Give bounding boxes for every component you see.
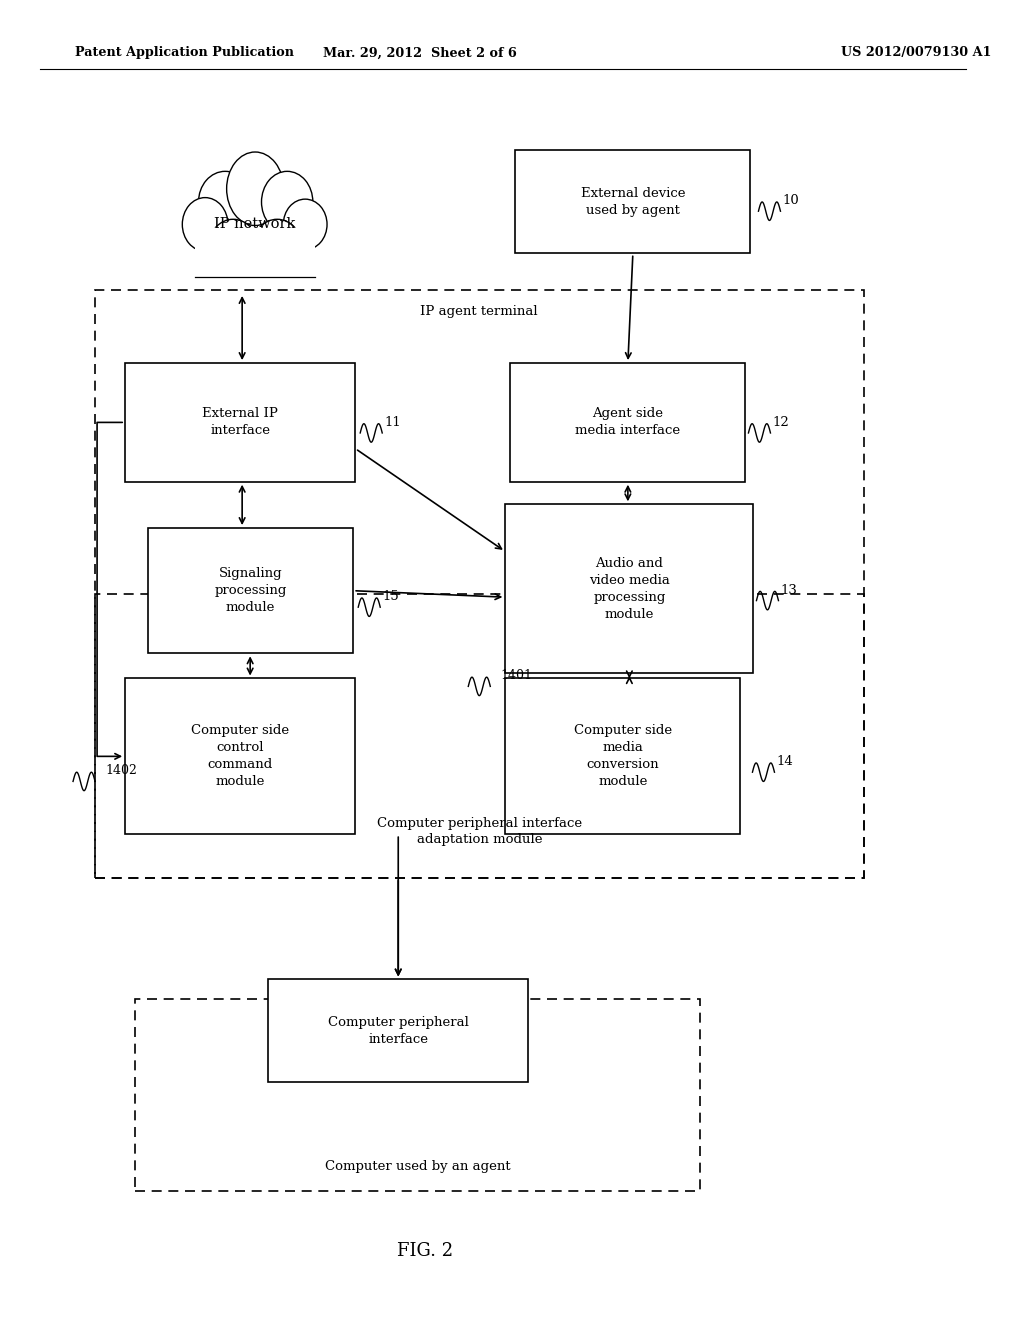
Ellipse shape — [182, 198, 228, 251]
Text: Computer peripheral interface
adaptation module: Computer peripheral interface adaptation… — [377, 817, 582, 846]
Ellipse shape — [199, 172, 252, 232]
Text: 1402: 1402 — [105, 764, 137, 777]
Text: Patent Application Publication: Patent Application Publication — [75, 46, 294, 59]
Ellipse shape — [209, 219, 258, 275]
Text: Mar. 29, 2012  Sheet 2 of 6: Mar. 29, 2012 Sheet 2 of 6 — [324, 46, 517, 59]
Text: 14: 14 — [776, 755, 794, 768]
Bar — [268, 979, 528, 1082]
Text: Audio and
video media
processing
module: Audio and video media processing module — [589, 557, 670, 620]
Bar — [515, 150, 751, 253]
Text: 15: 15 — [382, 590, 399, 603]
Bar — [505, 504, 754, 673]
Text: US 2012/0079130 A1: US 2012/0079130 A1 — [841, 46, 991, 59]
Bar — [505, 678, 740, 834]
Text: Computer side
media
conversion
module: Computer side media conversion module — [573, 725, 672, 788]
Bar — [95, 290, 863, 878]
Text: 13: 13 — [780, 583, 798, 597]
Bar — [135, 999, 700, 1191]
Text: Agent side
media interface: Agent side media interface — [575, 408, 680, 437]
Text: Computer side
control
command
module: Computer side control command module — [191, 725, 289, 788]
Text: IP agent terminal: IP agent terminal — [421, 305, 538, 318]
Ellipse shape — [261, 172, 313, 232]
Ellipse shape — [284, 199, 327, 249]
Ellipse shape — [253, 219, 302, 275]
Text: 12: 12 — [772, 416, 790, 429]
Bar — [125, 363, 355, 482]
Text: Signaling
processing
module: Signaling processing module — [214, 568, 287, 614]
Text: FIG. 2: FIG. 2 — [397, 1242, 454, 1261]
Bar — [95, 594, 863, 878]
Bar — [148, 528, 353, 653]
Text: External device
used by agent: External device used by agent — [581, 187, 685, 216]
Text: Computer used by an agent: Computer used by an agent — [325, 1160, 511, 1173]
Ellipse shape — [226, 152, 284, 226]
Bar — [510, 363, 745, 482]
Text: 1401: 1401 — [501, 669, 532, 682]
Text: Computer peripheral
interface: Computer peripheral interface — [328, 1016, 469, 1045]
Bar — [196, 227, 315, 277]
Text: External IP
interface: External IP interface — [202, 408, 279, 437]
Text: 11: 11 — [384, 416, 401, 429]
Text: IP network: IP network — [214, 218, 296, 231]
Bar — [125, 678, 355, 834]
Text: 10: 10 — [782, 194, 799, 207]
